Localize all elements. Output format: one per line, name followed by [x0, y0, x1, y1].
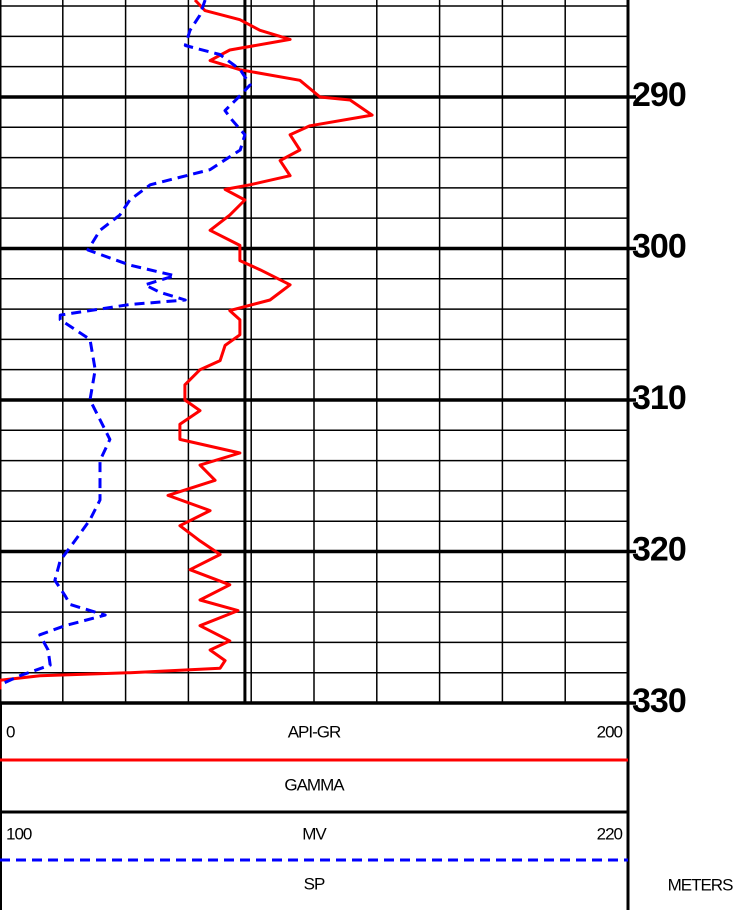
depth-unit: METERS	[668, 875, 734, 894]
depth-tick-label: 300	[632, 227, 686, 265]
scale-unit: MV	[302, 824, 327, 843]
depth-tick-label: 320	[632, 530, 686, 568]
depth-tick-label: 310	[632, 379, 686, 417]
legend-label: SP	[304, 874, 325, 893]
scale-min: 0	[6, 722, 15, 741]
scale-min: 100	[6, 824, 32, 843]
scale-max: 200	[597, 722, 623, 741]
scale-max: 220	[597, 824, 623, 843]
depth-tick-label: 330	[632, 682, 686, 720]
scale-unit: API-GR	[288, 722, 341, 741]
log-curve	[0, 0, 374, 690]
log-curve	[0, 0, 252, 687]
depth-tick-label: 290	[632, 76, 686, 114]
legend-label: GAMMA	[284, 775, 345, 794]
